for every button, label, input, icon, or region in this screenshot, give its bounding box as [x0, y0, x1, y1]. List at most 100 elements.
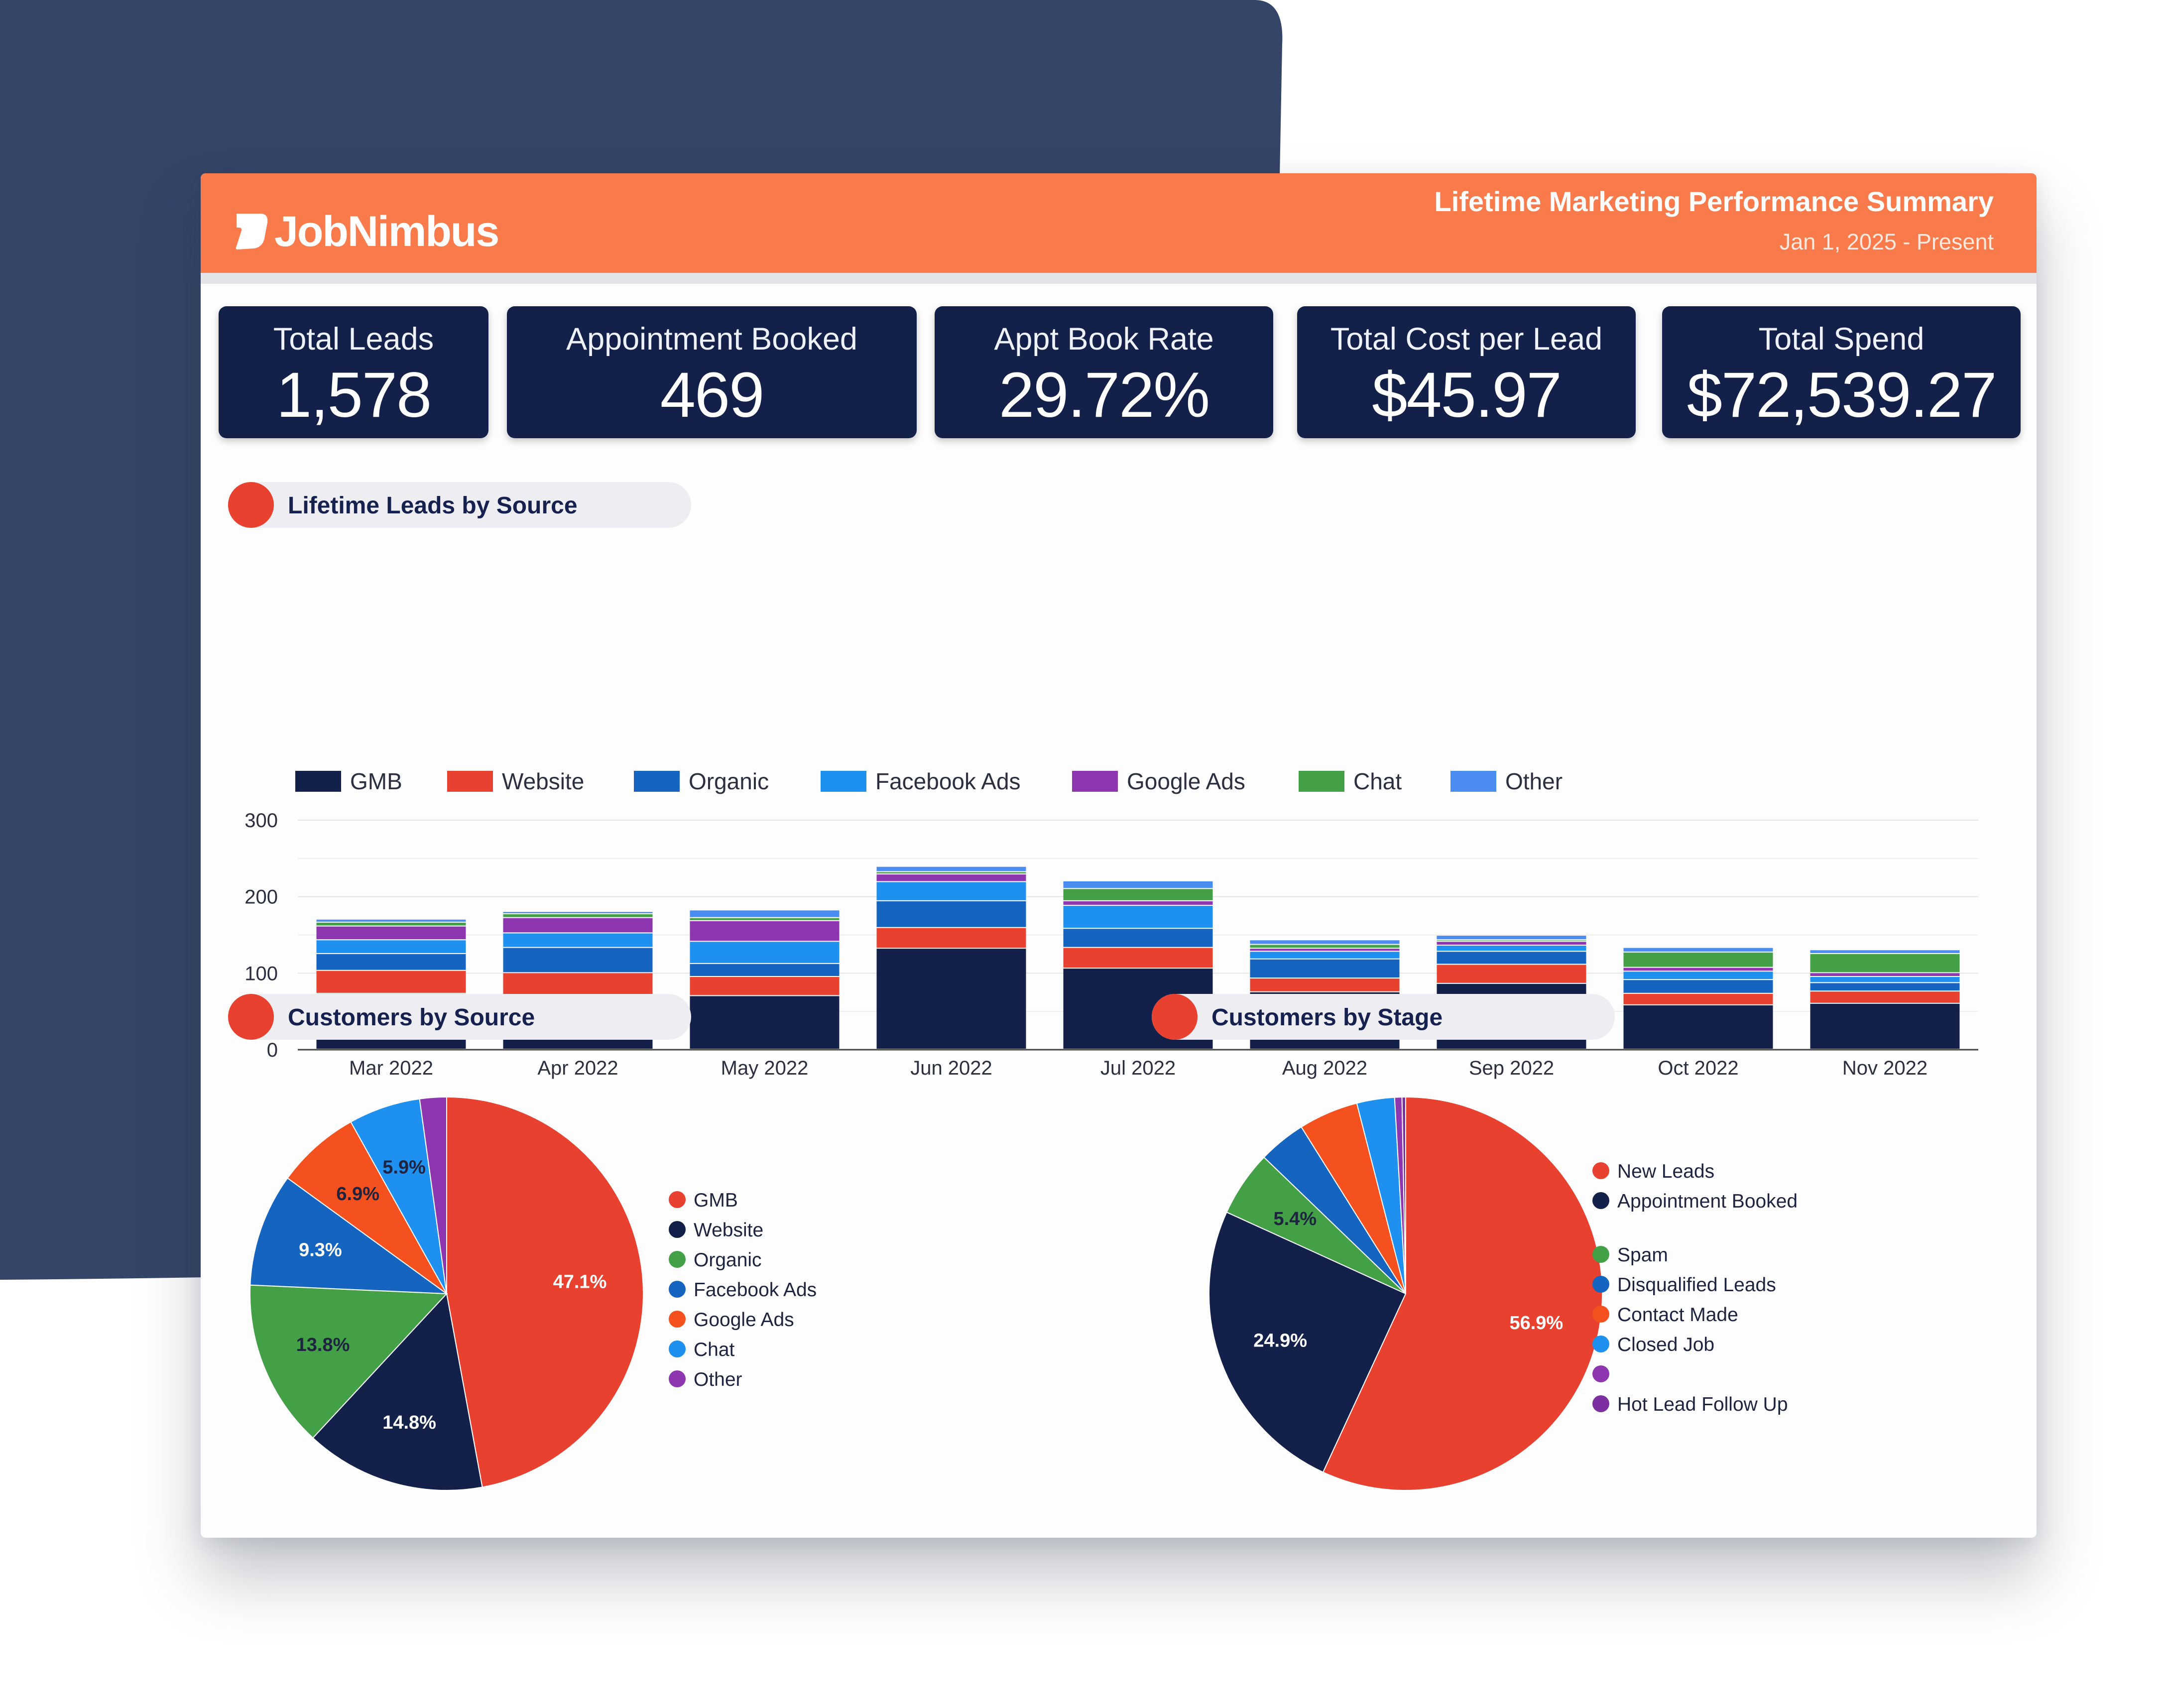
bar-segment-facebook-ads[interactable] — [1810, 977, 1960, 982]
bar-segment-organic[interactable] — [1063, 929, 1213, 947]
bar-segment-google-ads[interactable] — [690, 921, 840, 941]
legend-item-other[interactable]: Other — [669, 1368, 742, 1391]
bar-segment-organic[interactable] — [1810, 983, 1960, 991]
legend-item-facebook-ads[interactable]: Facebook Ads — [821, 768, 1021, 794]
legend-item-other[interactable]: Other — [1450, 768, 1563, 794]
bar-segment-other[interactable] — [1623, 948, 1773, 952]
bar-segment-google-ads[interactable] — [1437, 942, 1586, 945]
pie-slice-facebook-ads[interactable] — [249, 1177, 449, 1295]
bar-segment-gmb[interactable] — [876, 949, 1026, 1049]
bar-segment-other[interactable] — [1250, 940, 1400, 944]
bar-segment-website[interactable] — [1250, 978, 1400, 991]
legend-item-contact-made[interactable]: Contact Made — [1592, 1304, 1738, 1327]
bar-segment-chat[interactable] — [690, 918, 840, 920]
legend-item-organic[interactable]: Organic — [669, 1249, 762, 1272]
bar-segment-facebook-ads[interactable] — [316, 940, 466, 953]
bar-segment-chat[interactable] — [1250, 945, 1400, 948]
legend-item-google-ads[interactable]: Google Ads — [1072, 768, 1245, 794]
bar-segment-google-ads[interactable] — [1623, 968, 1773, 971]
bar-segment-other[interactable] — [316, 919, 466, 922]
bar-segment-organic[interactable] — [1250, 959, 1400, 978]
legend-item-website[interactable]: Website — [447, 768, 584, 794]
kpi-appt-book-rate[interactable]: Appt Book Rate 29.72% — [935, 306, 1273, 438]
bar-segment-website[interactable] — [1437, 965, 1586, 983]
bar-stack-may-2022[interactable] — [690, 910, 840, 1049]
bar-segment-chat[interactable] — [1810, 954, 1960, 973]
pie-slice-other[interactable] — [419, 1096, 447, 1294]
legend-item-chat[interactable]: Chat — [1299, 768, 1402, 794]
legend-item-gmb[interactable]: GMB — [295, 768, 402, 794]
bar-segment-facebook-ads[interactable] — [1250, 952, 1400, 959]
bar-segment-google-ads[interactable] — [1063, 901, 1213, 905]
bar-segment-google-ads[interactable] — [1250, 949, 1400, 951]
bar-segment-organic[interactable] — [690, 964, 840, 976]
bar-segment-google-ads[interactable] — [503, 918, 653, 933]
bar-segment-website[interactable] — [1623, 993, 1773, 1004]
kpi-total-spend[interactable]: Total Spend $72,539.27 — [1662, 306, 2021, 438]
bar-segment-organic[interactable] — [1623, 980, 1773, 993]
pie-slice-google-ads[interactable] — [287, 1121, 447, 1294]
bar-segment-facebook-ads[interactable] — [1623, 972, 1773, 979]
bar-segment-google-ads[interactable] — [876, 874, 1026, 881]
bar-segment-chat[interactable] — [316, 922, 466, 926]
bar-segment-facebook-ads[interactable] — [690, 942, 840, 963]
legend-item-hot-lead-follow-up[interactable]: Hot Lead Follow Up — [1592, 1393, 1788, 1416]
legend-item-spam[interactable]: Spam — [1592, 1244, 1668, 1267]
bar-stack-jun-2022[interactable] — [876, 866, 1026, 1049]
bar-segment-organic[interactable] — [316, 954, 466, 970]
bar-segment-website[interactable] — [1810, 991, 1960, 1003]
bar-segment-other[interactable] — [1437, 936, 1586, 940]
kpi-total-cost-per-lead[interactable]: Total Cost per Lead $45.97 — [1297, 306, 1636, 438]
bar-segment-gmb[interactable] — [1810, 1003, 1960, 1049]
bar-segment-organic[interactable] — [503, 948, 653, 973]
legend-item-organic[interactable]: Organic — [634, 768, 769, 794]
bar-segment-organic[interactable] — [1437, 952, 1586, 964]
bar-segment-facebook-ads[interactable] — [876, 882, 1026, 900]
bar-segment-google-ads[interactable] — [1810, 973, 1960, 976]
bar-segment-other[interactable] — [1063, 881, 1213, 888]
legend-item-website[interactable]: Website — [669, 1219, 763, 1242]
bar-segment-website[interactable] — [876, 928, 1026, 948]
bar-segment-chat[interactable] — [1063, 889, 1213, 900]
pie-slice-appointment-booked[interactable] — [1208, 1211, 1407, 1473]
bar-segment-other[interactable] — [876, 866, 1026, 871]
pie-slice-chat[interactable] — [350, 1098, 447, 1294]
pie-slice-hot-lead-follow-up[interactable] — [1401, 1096, 1406, 1294]
bar-segment-website[interactable] — [316, 971, 466, 993]
bar-segment-chat[interactable] — [1437, 940, 1586, 941]
legend-item-appointment-booked[interactable]: Appointment Booked — [1592, 1190, 1798, 1213]
legend-item-unlabeled[interactable] — [1592, 1363, 1617, 1382]
bar-segment-other[interactable] — [690, 910, 840, 917]
bar-segment-gmb[interactable] — [1623, 1005, 1773, 1049]
bar-segment-facebook-ads[interactable] — [1437, 946, 1586, 951]
bar-segment-gmb[interactable] — [690, 996, 840, 1049]
pie-slice-spam[interactable] — [1226, 1156, 1406, 1294]
bar-segment-facebook-ads[interactable] — [503, 933, 653, 947]
legend-item-google-ads[interactable]: Google Ads — [669, 1309, 794, 1332]
bar-segment-chat[interactable] — [1623, 952, 1773, 967]
bar-stack-oct-2022[interactable] — [1623, 948, 1773, 1049]
bar-segment-website[interactable] — [1063, 948, 1213, 968]
bar-segment-organic[interactable] — [876, 901, 1026, 927]
pie-slice-organic[interactable] — [249, 1284, 448, 1439]
legend-item-gmb[interactable]: GMB — [669, 1189, 738, 1212]
bar-segment-chat[interactable] — [876, 872, 1026, 874]
legend-item-new-leads[interactable]: New Leads — [1592, 1160, 1714, 1183]
legend-item-facebook-ads[interactable]: Facebook Ads — [669, 1279, 817, 1302]
bar-segment-google-ads[interactable] — [316, 926, 466, 940]
kpi-appointment-booked[interactable]: Appointment Booked 469 — [507, 306, 917, 438]
pie-slice-gmb[interactable] — [446, 1096, 644, 1488]
legend-item-disqualified-leads[interactable]: Disqualified Leads — [1592, 1274, 1776, 1297]
bar-segment-chat[interactable] — [503, 914, 653, 917]
bar-segment-other[interactable] — [1810, 950, 1960, 953]
legend-item-closed-job[interactable]: Closed Job — [1592, 1334, 1714, 1356]
logo[interactable]: JobNimbus — [235, 204, 499, 259]
kpi-total-leads[interactable]: Total Leads 1,578 — [219, 306, 488, 438]
bar-segment-other[interactable] — [503, 912, 653, 914]
legend-item-chat[interactable]: Chat — [669, 1339, 734, 1361]
bar-stack-nov-2022[interactable] — [1810, 950, 1960, 1049]
bar-segment-facebook-ads[interactable] — [1063, 906, 1213, 928]
bar-segment-website[interactable] — [503, 973, 653, 998]
pie-slice-website[interactable] — [312, 1292, 483, 1491]
bar-segment-website[interactable] — [690, 977, 840, 995]
